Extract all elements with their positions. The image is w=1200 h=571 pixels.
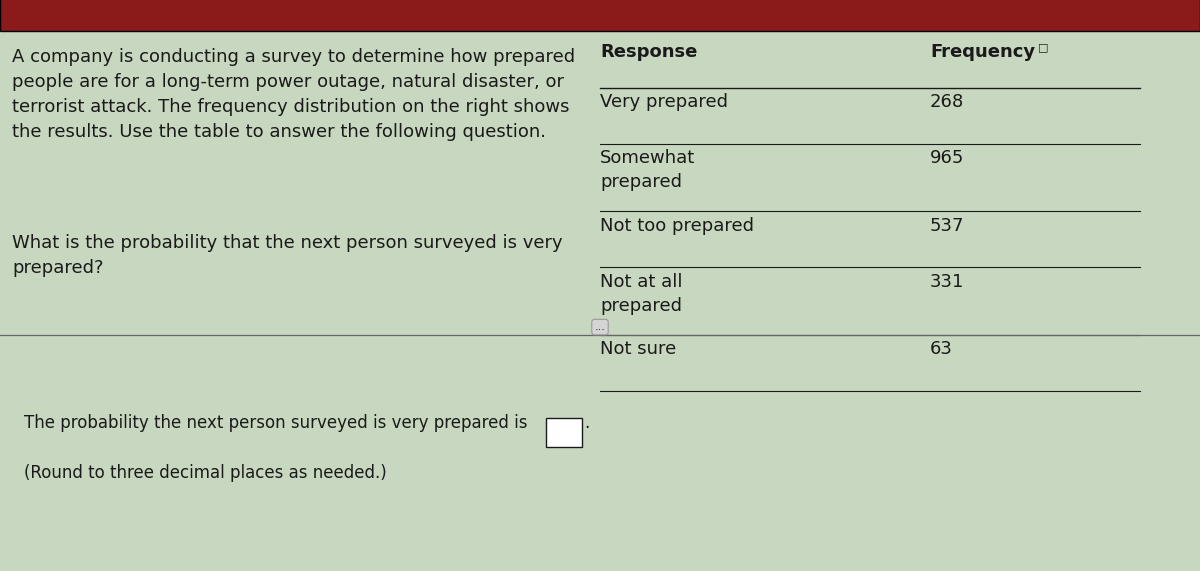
- Text: □: □: [1038, 42, 1049, 53]
- Text: 63: 63: [930, 340, 953, 359]
- Text: ...: ...: [594, 322, 606, 332]
- Text: Response: Response: [600, 42, 697, 61]
- Text: 537: 537: [930, 217, 965, 235]
- Text: A company is conducting a survey to determine how prepared
people are for a long: A company is conducting a survey to dete…: [12, 48, 575, 141]
- Text: Somewhat
prepared: Somewhat prepared: [600, 150, 695, 191]
- Text: .: .: [584, 413, 589, 432]
- Text: 268: 268: [930, 93, 965, 111]
- Text: Not sure: Not sure: [600, 340, 677, 359]
- FancyBboxPatch shape: [546, 418, 582, 447]
- Text: 965: 965: [930, 150, 965, 167]
- FancyBboxPatch shape: [0, 0, 1200, 31]
- Text: Very prepared: Very prepared: [600, 93, 728, 111]
- Text: What is the probability that the next person surveyed is very
prepared?: What is the probability that the next pe…: [12, 234, 563, 277]
- Text: Frequency: Frequency: [930, 42, 1036, 61]
- Text: (Round to three decimal places as needed.): (Round to three decimal places as needed…: [24, 464, 386, 482]
- Text: Not at all
prepared: Not at all prepared: [600, 273, 683, 315]
- Text: The probability the next person surveyed is very prepared is: The probability the next person surveyed…: [24, 413, 528, 432]
- Text: 331: 331: [930, 273, 965, 291]
- Text: Not too prepared: Not too prepared: [600, 217, 754, 235]
